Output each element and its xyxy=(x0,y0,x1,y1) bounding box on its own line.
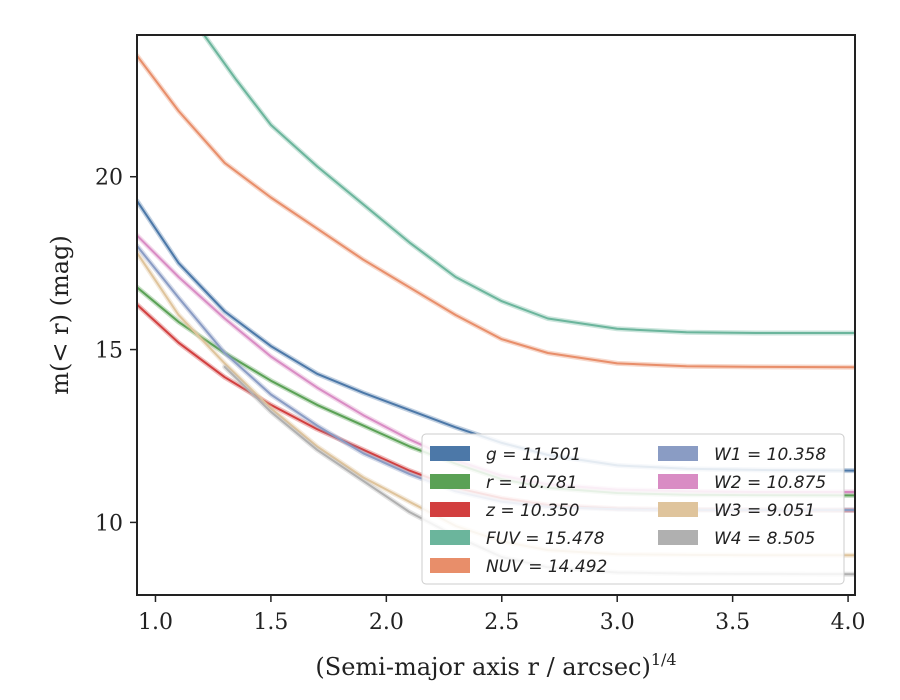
legend-label-W3: W3 = 9.051 xyxy=(714,501,815,521)
y-tick-label: 15 xyxy=(95,339,123,364)
y-axis-label: m(< r) (mag) xyxy=(46,235,74,394)
x-tick-label: 1.0 xyxy=(138,610,173,635)
legend-label-z: z = 10.350 xyxy=(485,501,579,521)
legend-swatch-FUV xyxy=(430,530,470,545)
x-axis-label: (Semi-major axis r / arcsec)1/4 xyxy=(315,650,676,681)
x-tick-label: 1.5 xyxy=(253,610,288,635)
legend-label-r: r = 10.781 xyxy=(486,473,578,493)
legend-swatch-W1 xyxy=(658,446,698,461)
series-line-NUV xyxy=(137,54,855,369)
legend-swatch-W4 xyxy=(658,530,698,545)
x-axis-ticks: 1.0 1.5 2.0 2.5 3.0 3.5 4.0 xyxy=(138,595,866,635)
series-band-NUV xyxy=(137,53,855,370)
x-tick-label: 2.0 xyxy=(369,610,404,635)
legend-label-g: g = 11.501 xyxy=(486,445,581,465)
legend-label-FUV: FUV = 15.478 xyxy=(486,529,605,549)
series-band-FUV xyxy=(201,35,855,336)
legend-frame xyxy=(421,433,845,585)
plot-area-frame xyxy=(136,34,856,596)
x-axis-label-exponent: 1/4 xyxy=(651,650,677,669)
y-axis-ticks: 10 15 20 xyxy=(95,166,137,536)
x-tick-label: 3.5 xyxy=(715,610,750,635)
legend-swatch-z xyxy=(430,502,470,517)
legend: g = 11.501 r = 10.781 z = 10.350 FUV = 15.4… xyxy=(421,433,845,585)
legend-label-W2: W2 = 10.875 xyxy=(714,473,826,493)
x-tick-label: 3.0 xyxy=(600,610,635,635)
series-line-FUV xyxy=(202,35,855,334)
x-tick-label: 2.5 xyxy=(484,610,519,635)
x-tick-label: 4.0 xyxy=(831,610,866,635)
y-tick-label: 10 xyxy=(95,511,123,536)
legend-label-NUV: NUV = 14.492 xyxy=(486,557,607,577)
y-tick-label: 20 xyxy=(95,166,123,191)
legend-label-W1: W1 = 10.358 xyxy=(714,445,826,465)
legend-swatch-r xyxy=(430,474,470,489)
legend-label-W4: W4 = 8.505 xyxy=(714,529,815,549)
legend-swatch-W2 xyxy=(658,474,698,489)
legend-swatch-W3 xyxy=(658,502,698,517)
legend-swatch-g xyxy=(430,446,470,461)
legend-swatch-NUV xyxy=(430,558,470,573)
